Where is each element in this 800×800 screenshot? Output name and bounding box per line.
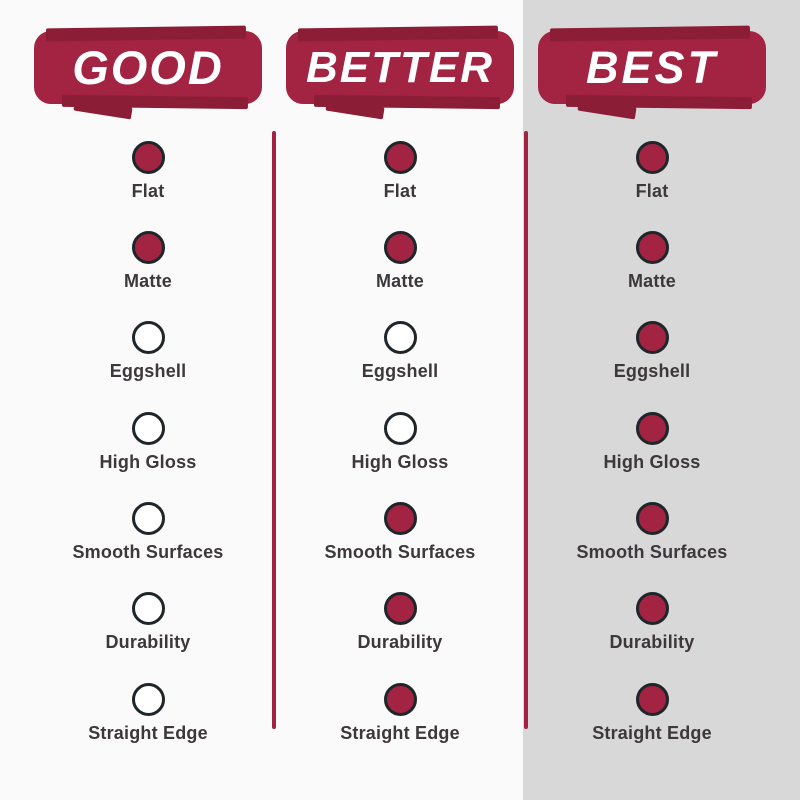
feature-label: Eggshell: [361, 361, 439, 381]
feature-label: Straight Edge: [88, 723, 208, 743]
feature-label: Durability: [105, 632, 191, 652]
feature-dot-matte: [131, 231, 165, 264]
feature-dot-smooth-surfaces: [131, 502, 165, 535]
tier-badge-better: BETTER: [286, 31, 514, 120]
feature-row: Eggshell: [274, 321, 526, 382]
feature-label: High Gloss: [603, 452, 701, 472]
feature-dot-straight-edge: [383, 683, 417, 716]
feature-dot-durability: [383, 592, 417, 625]
feature-dot-matte: [635, 231, 669, 264]
feature-dot-eggshell: [383, 321, 417, 354]
feature-label: Straight Edge: [340, 723, 460, 743]
tier-title: BEST: [585, 42, 718, 93]
tier-badge-best: BEST: [538, 31, 766, 120]
feature-label: High Gloss: [351, 452, 449, 472]
feature-row: Matte: [526, 231, 778, 292]
feature-label: Smooth Surfaces: [576, 542, 728, 562]
feature-dot-durability: [635, 592, 669, 625]
feature-row: Durability: [22, 592, 274, 653]
feature-row: Flat: [526, 141, 778, 202]
feature-row: High Gloss: [274, 412, 526, 473]
feature-label: Flat: [131, 181, 165, 201]
tier-title: GOOD: [72, 41, 224, 94]
feature-label: Smooth Surfaces: [324, 542, 476, 562]
tier-column-good: GOOD Flat Matte Eggshell High Gloss Smoo…: [22, 0, 274, 800]
feature-dot-durability: [131, 592, 165, 625]
feature-row: Matte: [22, 231, 274, 292]
feature-dot-eggshell: [635, 321, 669, 354]
feature-row: Eggshell: [526, 321, 778, 382]
feature-label: Flat: [383, 181, 417, 201]
feature-dot-flat: [131, 141, 165, 174]
feature-dot-high-gloss: [131, 412, 165, 445]
feature-row: Durability: [526, 592, 778, 653]
feature-dot-eggshell: [131, 321, 165, 354]
feature-row: Smooth Surfaces: [274, 502, 526, 563]
feature-row: High Gloss: [22, 412, 274, 473]
feature-label: Straight Edge: [592, 723, 712, 743]
feature-dot-straight-edge: [635, 683, 669, 716]
feature-row: Straight Edge: [274, 683, 526, 744]
feature-dot-high-gloss: [635, 412, 669, 445]
feature-row: Smooth Surfaces: [22, 502, 274, 563]
feature-dot-flat: [635, 141, 669, 174]
feature-row: Matte: [274, 231, 526, 292]
feature-label: Durability: [609, 632, 695, 652]
feature-label: High Gloss: [99, 452, 197, 472]
feature-row: Straight Edge: [22, 683, 274, 744]
feature-row: Smooth Surfaces: [526, 502, 778, 563]
feature-label: Smooth Surfaces: [72, 542, 224, 562]
feature-label: Durability: [357, 632, 443, 652]
feature-row: Durability: [274, 592, 526, 653]
tier-badge-good: GOOD: [34, 31, 262, 120]
feature-dot-straight-edge: [131, 683, 165, 716]
feature-row: Flat: [274, 141, 526, 202]
feature-label: Matte: [627, 271, 676, 291]
feature-dot-flat: [383, 141, 417, 174]
tier-title: BETTER: [306, 43, 494, 92]
feature-dot-matte: [383, 231, 417, 264]
tier-column-better: BETTER Flat Matte Eggshell High Gloss Sm…: [274, 0, 526, 800]
feature-row: Flat: [22, 141, 274, 202]
feature-row: Eggshell: [22, 321, 274, 382]
feature-dot-high-gloss: [383, 412, 417, 445]
feature-label: Matte: [375, 271, 424, 291]
feature-row: Straight Edge: [526, 683, 778, 744]
tier-column-best: BEST Flat Matte Eggshell High Gloss Smoo…: [526, 0, 778, 800]
column-divider: [524, 131, 528, 729]
feature-label: Eggshell: [109, 361, 187, 381]
feature-dot-smooth-surfaces: [635, 502, 669, 535]
feature-label: Flat: [635, 181, 669, 201]
column-divider: [272, 131, 276, 729]
feature-label: Eggshell: [613, 361, 691, 381]
feature-row: High Gloss: [526, 412, 778, 473]
feature-dot-smooth-surfaces: [383, 502, 417, 535]
feature-label: Matte: [123, 271, 172, 291]
best-column-background: [523, 0, 800, 800]
